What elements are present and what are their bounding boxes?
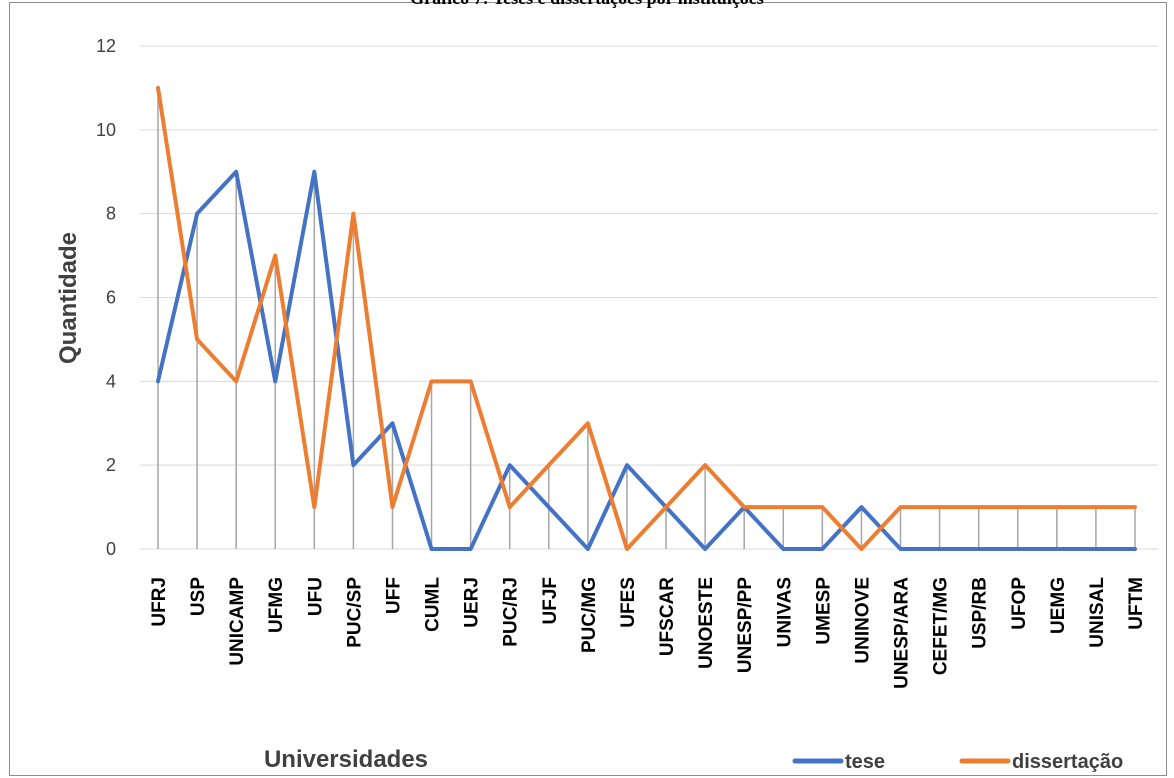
x-axis-label: Universidades (264, 746, 428, 773)
x-tick-label: UNINOVE (852, 577, 873, 664)
x-tick-label: UNOESTE (696, 577, 717, 669)
x-tick-label: UFU (305, 577, 326, 616)
x-tick-label: UFF (383, 577, 404, 614)
y-tick-label: 10 (96, 120, 116, 140)
x-tick-label: USP/RB (970, 577, 991, 649)
legend-label: dissertação (1012, 751, 1123, 773)
x-tick-label: USP (188, 577, 209, 616)
y-tick-label: 8 (106, 204, 116, 224)
drop-lines (157, 87, 1136, 549)
y-tick-label: 0 (106, 539, 116, 559)
y-tick-labels: 0 2 4 6 8 10 12 (96, 36, 116, 559)
x-tick-label: UFSCAR (657, 577, 678, 656)
y-tick-label: 2 (106, 455, 116, 475)
y-tick-label: 4 (106, 371, 116, 391)
x-tick-label: CEFET/MG (931, 577, 952, 675)
series-line-tese (156, 169, 1137, 551)
x-tick-label: UFES (618, 577, 639, 628)
series-line-dissertação (156, 85, 1137, 551)
x-tick-label: PUC/MG (579, 577, 600, 653)
x-tick-label: UNESP/PP (735, 577, 756, 673)
x-tick-label: UFTM (1126, 577, 1147, 630)
legend: tese dissertação (792, 751, 1123, 773)
y-axis-label: Quantidade (55, 232, 82, 364)
x-tick-label: UMESP (813, 577, 834, 645)
x-tick-label: UERJ (462, 577, 483, 628)
x-tick-label: UFMG (266, 577, 287, 633)
y-tick-label: 12 (96, 36, 116, 56)
x-tick-label: UFRJ (149, 577, 170, 627)
x-category-labels: UFRJ USP UNICAMP UFMG UFU PUC/SP UFF CUML UERJ PU… (149, 577, 1147, 689)
x-tick-label: UNIVAS (774, 577, 795, 647)
x-tick-label: UFJF (540, 577, 561, 625)
x-tick-label: PUC/SP (344, 577, 365, 648)
x-tick-label: UNISAL (1087, 577, 1108, 648)
x-tick-label: UNICAMP (227, 577, 248, 666)
series-lines (156, 85, 1137, 551)
chart-title: Gráfico 7: Teses e dissertações por inst… (0, 0, 1174, 9)
x-tick-label: PUC/RJ (501, 577, 522, 647)
chart-frame (9, 2, 1167, 776)
y-tick-label: 6 (106, 288, 116, 308)
x-tick-label: UFOP (1009, 577, 1030, 630)
x-tick-label: CUML (423, 577, 444, 632)
x-tick-label: UEMG (1048, 577, 1069, 634)
x-tick-label: UNESP/ARA (892, 577, 913, 689)
legend-label: tese (845, 751, 885, 773)
